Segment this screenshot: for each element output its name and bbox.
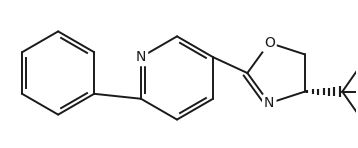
Text: O: O: [264, 36, 275, 50]
Text: N: N: [264, 96, 275, 110]
Text: N: N: [136, 50, 146, 64]
